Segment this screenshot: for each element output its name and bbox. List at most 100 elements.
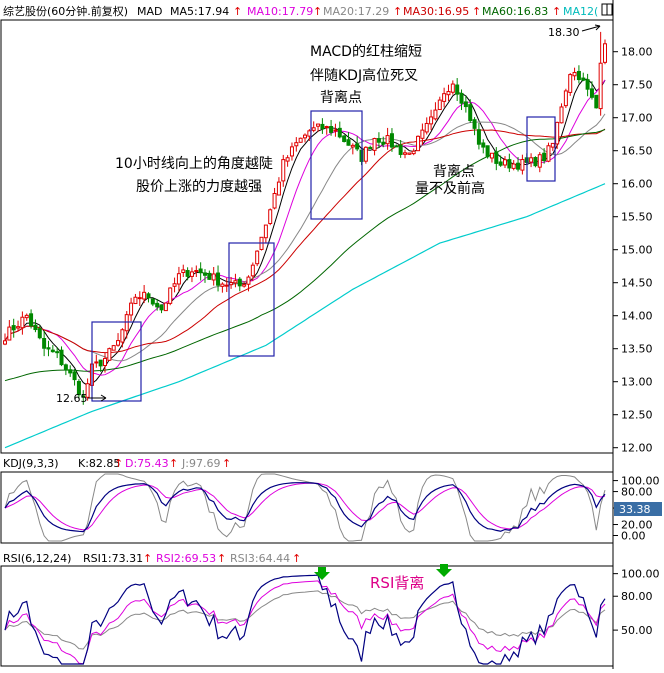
annotation-macd-1: MACD的红柱缩短	[310, 44, 422, 60]
rsi-tick-label: 80.00	[621, 590, 653, 603]
green-arrow-2-icon	[436, 564, 452, 577]
candle-body	[546, 145, 551, 162]
candle-body	[220, 283, 225, 287]
candle-body	[133, 296, 138, 305]
candle-body	[333, 129, 338, 132]
rsi-tick-label: 100.00	[621, 568, 660, 581]
candle-body	[111, 345, 116, 351]
ma120-line	[4, 183, 606, 449]
candle-body	[307, 130, 312, 137]
candle-body	[529, 157, 534, 163]
highlight-box-divergence-1	[310, 110, 363, 220]
candle-body	[272, 192, 277, 209]
candle-body	[289, 146, 294, 157]
candle-body	[281, 159, 286, 182]
candle-body	[476, 129, 481, 145]
candle-body	[63, 364, 68, 371]
ma20-value: MA20:17.29	[323, 5, 389, 18]
ma5-value: MA5:17.94	[170, 5, 229, 18]
candle-body	[229, 282, 234, 286]
candle-body	[585, 79, 590, 90]
kdj-lines	[4, 473, 606, 542]
candle-body	[542, 152, 547, 162]
candle-body	[81, 395, 86, 398]
candle-body	[589, 88, 594, 98]
candle-body	[603, 43, 607, 63]
candle-body	[494, 151, 499, 164]
candle-body	[450, 83, 455, 93]
kdj-tick-label: 100.00	[621, 475, 660, 488]
kdj-tick-label: 80.00	[621, 486, 653, 499]
candle-body	[559, 106, 564, 124]
candle-body	[372, 137, 377, 151]
candle-body	[207, 272, 212, 280]
candle-body	[129, 302, 134, 316]
rsi-lines	[4, 574, 606, 665]
candle-body	[433, 109, 438, 120]
kdj-tick-label: 0.00	[621, 530, 646, 543]
indicator-name: MAD	[137, 5, 163, 18]
candle-body	[298, 137, 303, 143]
candle-body	[437, 99, 442, 111]
candle-body	[459, 92, 464, 104]
rsi3-arrow: ↑	[292, 552, 301, 565]
candle-body	[72, 371, 77, 381]
ma60-value: MA60:16.83	[482, 5, 548, 18]
highlight-box-breakout	[228, 242, 275, 357]
kdj-d-value: D:75.43	[125, 457, 169, 470]
candle-body	[185, 270, 190, 277]
candle-body	[224, 284, 229, 287]
kdj-header: KDJ(9,3,3) K:82.85 D:75.43 J:97.69 ↑ ↑ ↑	[3, 457, 231, 470]
ma20-line	[4, 113, 606, 362]
rsi-divergence-label: RSI背离	[370, 574, 424, 592]
candle-body	[168, 287, 173, 304]
candle-body	[342, 135, 347, 142]
ma10-line	[4, 79, 606, 376]
candle-body	[294, 142, 299, 147]
price-tick-label: 14.50	[621, 277, 653, 290]
candle-body	[563, 90, 568, 107]
annotation-divergence-2b: 量不及前高	[415, 180, 485, 197]
rsi2-line	[4, 580, 606, 665]
price-axis: 18.00 17.50 17.00 16.50 16.00 15.50 15.00 14.50…	[613, 46, 653, 455]
candle-body	[511, 163, 516, 169]
kdj-k-arrow: ↑	[114, 457, 123, 470]
candle-body	[189, 271, 194, 277]
rsi2-arrow: ↑	[217, 552, 226, 565]
candle-body	[181, 269, 186, 273]
ma5-up-arrow: ↑	[233, 5, 242, 18]
candle-body	[594, 94, 599, 109]
price-tick-label: 12.00	[621, 442, 653, 455]
rsi3-line	[4, 590, 606, 650]
rsi-panel-frame	[0, 565, 614, 667]
chart-title: 综艺股份(60分钟.前复权)	[3, 4, 128, 18]
price-tick-label: 13.00	[621, 376, 653, 389]
high-price-label: 18.30	[548, 26, 580, 39]
candle-body	[555, 121, 560, 145]
candlesticks	[3, 31, 607, 405]
candle-body	[355, 143, 360, 150]
candle-body	[59, 349, 64, 366]
candle-body	[376, 138, 381, 143]
candle-body	[137, 297, 142, 300]
candle-body	[276, 181, 281, 196]
candle-body	[198, 268, 203, 274]
rsi1-value: RSI1:73.31	[83, 552, 143, 565]
candle-body	[429, 116, 434, 125]
price-tick-label: 16.50	[621, 145, 653, 158]
candle-body	[576, 70, 581, 81]
kdj-name: KDJ(9,3,3)	[3, 457, 59, 470]
candle-body	[103, 357, 107, 366]
price-tick-label: 13.50	[621, 343, 653, 356]
price-tick-label: 18.00	[621, 46, 653, 59]
rsi2-value: RSI2:69.53	[156, 552, 216, 565]
candle-body	[3, 340, 7, 345]
candle-body	[472, 119, 477, 129]
annotation-angle-1: 10小时线向上的角度越陡	[115, 156, 273, 172]
low-price-arrowhead	[100, 394, 107, 402]
candle-body	[503, 159, 507, 166]
price-tick-label: 14.00	[621, 310, 653, 323]
ma30-line	[4, 128, 606, 354]
